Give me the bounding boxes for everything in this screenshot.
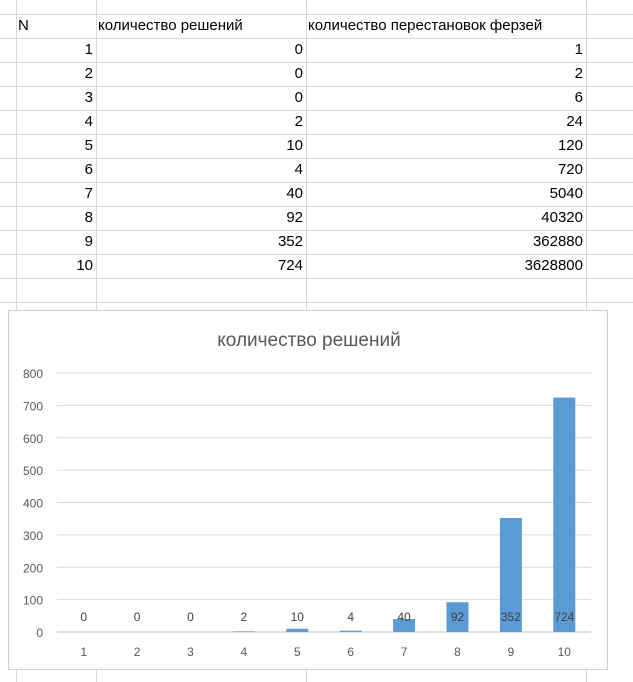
cell-solutions[interactable]: 40 (286, 185, 303, 202)
cell-solutions[interactable]: 4 (294, 161, 303, 178)
row-divider (0, 38, 633, 39)
y-tick-label: 100 (23, 594, 43, 608)
y-tick-label: 500 (23, 464, 43, 478)
y-tick-label: 0 (36, 626, 43, 640)
cell-n[interactable]: 4 (84, 113, 93, 130)
cell-solutions[interactable]: 10 (286, 137, 303, 154)
data-label: 10 (291, 610, 305, 624)
x-tick-label: 5 (294, 645, 301, 659)
data-label: 352 (501, 610, 521, 624)
cell-permutations[interactable]: 6 (574, 89, 583, 106)
x-tick-label: 1 (80, 645, 87, 659)
cell-solutions[interactable]: 0 (294, 41, 303, 58)
bar (499, 518, 522, 632)
cell-permutations[interactable]: 362880 (532, 233, 583, 250)
header-cell-n[interactable]: N (18, 17, 29, 34)
cell-solutions[interactable]: 92 (286, 209, 303, 226)
row-divider (0, 86, 633, 87)
data-label: 2 (241, 610, 248, 624)
data-label: 724 (554, 610, 574, 624)
row-divider (0, 182, 633, 183)
cell-permutations[interactable]: 120 (557, 137, 583, 154)
x-tick-label: 2 (134, 645, 141, 659)
x-tick-label: 6 (347, 645, 354, 659)
x-tick-label: 4 (241, 645, 248, 659)
cell-solutions[interactable]: 724 (277, 257, 303, 274)
row-divider (0, 62, 633, 63)
cell-n[interactable]: 3 (84, 89, 93, 106)
header-cell-solutions[interactable]: количество решений (98, 17, 243, 34)
row-divider (0, 14, 633, 15)
chart-canvas: количество решений0100200300400500600700… (23, 330, 591, 659)
cell-n[interactable]: 7 (84, 185, 93, 202)
data-label: 0 (187, 610, 194, 624)
chart-title: количество решений (217, 330, 400, 351)
x-tick-label: 10 (558, 645, 572, 659)
cell-solutions[interactable]: 0 (294, 65, 303, 82)
row-divider (0, 158, 633, 159)
x-tick-label: 7 (401, 645, 408, 659)
y-tick-label: 300 (23, 529, 43, 543)
cell-n[interactable]: 8 (84, 209, 93, 226)
cell-permutations[interactable]: 720 (557, 161, 583, 178)
cell-permutations[interactable]: 1 (574, 41, 583, 58)
row-divider (0, 302, 633, 303)
cell-n[interactable]: 9 (84, 233, 93, 250)
cell-permutations[interactable]: 3628800 (524, 257, 583, 274)
x-tick-label: 8 (454, 645, 461, 659)
bar (393, 619, 416, 632)
row-divider (0, 206, 633, 207)
cell-solutions[interactable]: 2 (294, 113, 303, 130)
bar (553, 397, 576, 632)
row-divider (0, 254, 633, 255)
y-tick-label: 200 (23, 561, 43, 575)
data-label: 4 (347, 610, 354, 624)
x-tick-label: 3 (187, 645, 194, 659)
data-label: 40 (397, 610, 411, 624)
data-label: 0 (134, 610, 141, 624)
row-divider (0, 278, 633, 279)
y-tick-label: 700 (23, 399, 43, 413)
y-tick-label: 600 (23, 432, 43, 446)
cell-n[interactable]: 1 (84, 41, 93, 58)
bar-chart[interactable]: количество решений 0 100 200 300 400 500 600 700… (8, 310, 608, 670)
bar (232, 631, 255, 632)
x-tick-label: 9 (508, 645, 515, 659)
data-label: 0 (80, 610, 87, 624)
cell-permutations[interactable]: 5040 (549, 185, 583, 202)
cell-solutions[interactable]: 0 (294, 89, 303, 106)
cell-n[interactable]: 6 (84, 161, 93, 178)
cell-permutations[interactable]: 24 (566, 113, 583, 130)
cell-n[interactable]: 5 (84, 137, 93, 154)
cell-permutations[interactable]: 2 (574, 65, 583, 82)
cell-n[interactable]: 10 (76, 257, 93, 274)
header-cell-permutations[interactable]: количество перестановок ферзей (308, 17, 543, 34)
y-tick-label: 400 (23, 497, 43, 511)
y-tick-label: 800 (23, 367, 43, 381)
data-label: 92 (451, 610, 465, 624)
cell-n[interactable]: 2 (84, 65, 93, 82)
bar (339, 630, 362, 632)
cell-solutions[interactable]: 352 (277, 233, 303, 250)
bar (446, 602, 469, 632)
row-divider (0, 134, 633, 135)
bar (286, 628, 309, 632)
row-divider (0, 110, 633, 111)
row-divider (0, 230, 633, 231)
cell-permutations[interactable]: 40320 (541, 209, 583, 226)
